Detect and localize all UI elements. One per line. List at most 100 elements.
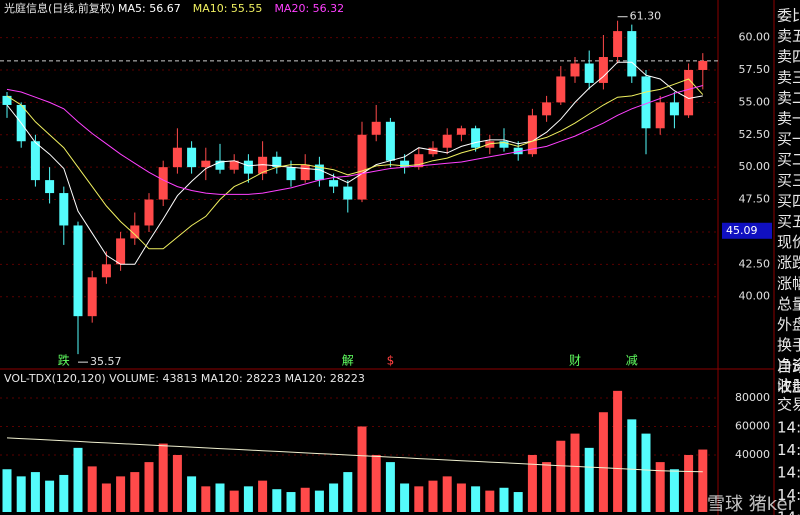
time-label: 14:5 bbox=[777, 486, 800, 504]
volume-bar bbox=[428, 480, 438, 512]
volume-bar bbox=[329, 483, 339, 512]
candle-body bbox=[684, 69, 694, 116]
volume-bar bbox=[400, 483, 410, 512]
volume-bar bbox=[286, 492, 296, 512]
candle-body bbox=[471, 128, 481, 148]
event-marker: 减 bbox=[626, 354, 638, 368]
ma-line bbox=[6, 61, 703, 265]
candle-body bbox=[527, 115, 537, 155]
candle-body bbox=[556, 76, 566, 103]
candle-body bbox=[613, 31, 623, 58]
side-label: 涨跌 bbox=[777, 254, 800, 272]
volume-bar bbox=[300, 487, 310, 512]
side-label: 净资 bbox=[777, 357, 800, 375]
volume-bar bbox=[243, 486, 253, 512]
volume-bar bbox=[187, 476, 197, 512]
volume-bar bbox=[215, 483, 225, 512]
y-tick-label: 57.50 bbox=[739, 63, 771, 76]
candle-body bbox=[272, 156, 282, 168]
volume-bar bbox=[229, 490, 239, 512]
y-tick-label: 42.50 bbox=[739, 257, 771, 270]
candle-body bbox=[243, 160, 253, 174]
candle-body bbox=[357, 134, 367, 200]
legend-entry: MA10: 55.55 bbox=[193, 2, 263, 15]
volume-bar bbox=[16, 476, 26, 512]
volume-bar bbox=[371, 454, 381, 512]
side-label: 买三 bbox=[777, 171, 800, 189]
candle-body bbox=[343, 186, 353, 200]
volume-bar bbox=[442, 476, 452, 512]
candle-body bbox=[641, 76, 651, 129]
ma-line bbox=[6, 85, 703, 195]
side-label: 卖二 bbox=[777, 89, 800, 107]
time-label: 14:5 bbox=[777, 419, 800, 437]
event-marker: 财 bbox=[569, 354, 581, 368]
candle-body bbox=[314, 164, 324, 181]
candle-body bbox=[215, 160, 225, 170]
side-label: 买一 bbox=[777, 130, 800, 148]
volume-bar bbox=[613, 390, 623, 512]
side-label: 现价 bbox=[777, 233, 800, 251]
y-tick-label: 47.50 bbox=[739, 193, 771, 206]
side-label: 买四 bbox=[777, 192, 800, 210]
volume-bar bbox=[73, 447, 83, 512]
volume-bar bbox=[172, 454, 182, 512]
volume-bar bbox=[456, 483, 466, 512]
candle-body bbox=[698, 60, 708, 70]
side-label: 收益 bbox=[777, 377, 800, 395]
y-tick-label: 40.00 bbox=[739, 290, 771, 303]
candle-body bbox=[371, 121, 381, 135]
volume-bar bbox=[556, 440, 566, 512]
volume-bar bbox=[158, 443, 168, 512]
volume-bar bbox=[272, 489, 282, 512]
volume-bar bbox=[499, 487, 509, 512]
volume-bar bbox=[385, 462, 395, 512]
candle-body bbox=[30, 141, 40, 181]
candle-body bbox=[598, 57, 608, 83]
side-label: 买二 bbox=[777, 151, 800, 169]
side-label: 涨幅 bbox=[777, 274, 800, 292]
volume-bar bbox=[144, 462, 154, 512]
watermark: 雪球 猪ker bbox=[707, 494, 796, 515]
volume-bar bbox=[116, 476, 126, 512]
candle-body bbox=[627, 31, 637, 77]
side-label: 卖四 bbox=[777, 48, 800, 66]
volume-bar bbox=[598, 412, 608, 512]
candle-body bbox=[2, 95, 12, 105]
volume-bar bbox=[655, 462, 665, 512]
side-label: 卖三 bbox=[777, 68, 800, 86]
candle-body bbox=[116, 238, 126, 265]
price-box bbox=[722, 222, 772, 239]
side-label: 买五 bbox=[777, 213, 800, 231]
volume-bar bbox=[87, 466, 97, 512]
volume-bar bbox=[570, 433, 580, 512]
volume-bar bbox=[471, 486, 481, 512]
candle-body bbox=[513, 147, 523, 155]
volume-bar bbox=[101, 483, 111, 512]
candle-body bbox=[485, 141, 495, 148]
candle-body bbox=[130, 225, 140, 239]
ma-line bbox=[6, 78, 704, 250]
candle-body bbox=[655, 102, 665, 129]
volume-bar bbox=[698, 449, 708, 512]
candle-body bbox=[400, 160, 410, 168]
volume-bar bbox=[201, 486, 211, 512]
candle-body bbox=[414, 154, 424, 168]
side-label: 注册 bbox=[777, 377, 800, 395]
candle-body bbox=[669, 102, 679, 116]
candle-body bbox=[428, 147, 438, 155]
volume-bar bbox=[584, 447, 594, 512]
annotation: 61.30 bbox=[630, 10, 662, 23]
candle-body bbox=[442, 134, 452, 148]
candle-body bbox=[258, 156, 268, 174]
event-marker: 解 bbox=[342, 354, 354, 368]
candle-body bbox=[300, 164, 310, 181]
volume-bar bbox=[684, 454, 694, 512]
volume-bar bbox=[45, 480, 55, 512]
volume-bar bbox=[2, 469, 12, 512]
candle-body bbox=[101, 264, 111, 278]
volume-bar bbox=[357, 426, 367, 512]
time-label: 14:5 bbox=[777, 509, 800, 515]
volume-bar bbox=[527, 454, 537, 512]
candle-body bbox=[144, 199, 154, 226]
